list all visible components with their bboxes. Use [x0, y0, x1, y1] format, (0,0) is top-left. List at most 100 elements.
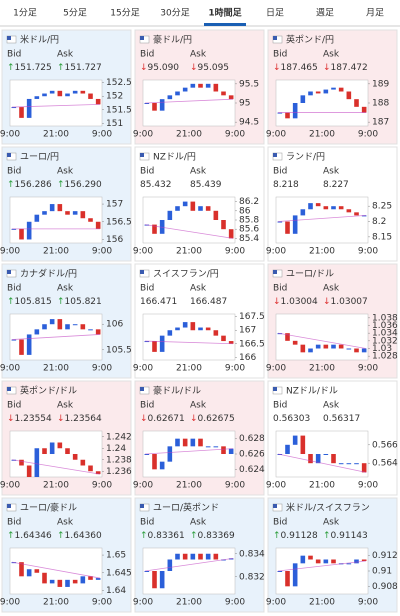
- y-tick-label: 1.032: [372, 336, 398, 346]
- y-tick-label: 1.034: [372, 329, 398, 339]
- pair-name[interactable]: スイスフラン/円: [153, 269, 219, 280]
- candle: [221, 335, 226, 342]
- flag-mark: [273, 387, 277, 391]
- flag-mark: [7, 36, 11, 40]
- moving-average: [11, 459, 101, 475]
- candle: [190, 553, 196, 560]
- candle: [65, 324, 70, 330]
- candle: [34, 329, 40, 335]
- tab[interactable]: 15分足: [110, 8, 139, 19]
- candle: [26, 334, 32, 355]
- pair-name[interactable]: カナダドル/円: [20, 268, 77, 280]
- ask-label: Ask: [57, 167, 74, 177]
- chart-area: [142, 430, 236, 478]
- x-tick-label: 9:00: [225, 481, 245, 491]
- candle: [285, 112, 290, 119]
- candle: [80, 211, 86, 219]
- candle: [205, 83, 211, 88]
- candle: [315, 454, 321, 464]
- arrow: ↓: [190, 63, 198, 73]
- pair-name[interactable]: NZドル/ドル: [286, 387, 338, 397]
- candle: [190, 201, 196, 211]
- candle: [228, 448, 234, 454]
- arrow: ↑: [57, 531, 65, 541]
- bid-value: 1.23554: [15, 414, 52, 424]
- candle: [292, 340, 298, 345]
- flag-mark: [140, 36, 144, 40]
- ask: 0.56317: [323, 414, 360, 424]
- candle: [167, 330, 173, 336]
- ask: ↑151.727: [57, 63, 102, 73]
- candle: [175, 206, 180, 211]
- candle: [182, 201, 188, 207]
- y-tick-label: 152.5: [106, 78, 132, 88]
- tab[interactable]: 1時間足: [208, 7, 242, 19]
- candle: [175, 327, 180, 331]
- tab[interactable]: 30分足: [160, 8, 189, 19]
- x-tick-label: 9:00: [92, 130, 112, 140]
- candle: [65, 579, 70, 587]
- candle: [346, 348, 352, 350]
- candle: [182, 87, 188, 92]
- pair-name[interactable]: ランド/円: [286, 152, 325, 163]
- ask-label: Ask: [57, 284, 74, 294]
- y-tick-label: 1.64: [106, 586, 126, 596]
- pair-name[interactable]: ユーロ/豪ドル: [20, 502, 77, 514]
- candle: [205, 553, 211, 560]
- pair-name[interactable]: NZドル/円: [153, 152, 196, 163]
- candle: [34, 214, 40, 222]
- tab[interactable]: 日足: [266, 8, 284, 19]
- bid-label: Bid: [273, 50, 287, 60]
- pair-name[interactable]: ユーロ/ドル: [286, 270, 334, 280]
- tab[interactable]: 1分足: [13, 8, 37, 19]
- y-tick-label: 0.626: [239, 450, 265, 460]
- ask-value: 166.487: [190, 297, 227, 307]
- y-tick-label: 0.564: [372, 459, 398, 469]
- y-tick-label: 0.912: [372, 551, 398, 561]
- tab[interactable]: 5分足: [63, 8, 87, 19]
- moving-average: [277, 332, 367, 349]
- candle: [331, 454, 336, 464]
- candle: [72, 324, 78, 326]
- bid: 166.471: [140, 297, 177, 307]
- arrow: ↓: [323, 297, 331, 307]
- bid-value: 0.62671: [148, 414, 185, 424]
- x-tick-label: 9:00: [358, 598, 378, 608]
- y-tick-label: 1.242: [106, 432, 132, 442]
- candle: [338, 206, 344, 210]
- pair-name[interactable]: 米ドル/スイスフラン: [286, 502, 370, 514]
- tab[interactable]: 週足: [316, 8, 334, 19]
- pair-name[interactable]: 英ポンド/円: [286, 34, 334, 46]
- bid-value: 187.465: [281, 63, 318, 73]
- ask: 8.227: [323, 180, 349, 190]
- pair-name[interactable]: 豪ドル/円: [153, 34, 192, 46]
- bid-label: Bid: [140, 167, 154, 177]
- candle: [228, 341, 234, 344]
- pair-name[interactable]: ユーロ/英ポンド: [153, 502, 219, 514]
- candle: [354, 212, 359, 216]
- candle: [346, 463, 352, 465]
- moving-average: [11, 334, 101, 340]
- pair-name[interactable]: 豪ドル/ドル: [153, 385, 201, 397]
- candle: [292, 563, 298, 587]
- bid-label: Bid: [7, 401, 21, 411]
- candle: [308, 555, 313, 560]
- pair-name[interactable]: 米ドル/円: [20, 34, 59, 46]
- candle: [49, 319, 55, 325]
- pair-name[interactable]: 英ポンド/ドル: [20, 385, 77, 397]
- pair-name[interactable]: ユーロ/円: [20, 152, 59, 163]
- tab[interactable]: 月足: [366, 8, 384, 19]
- candle: [182, 438, 188, 447]
- x-tick-label: 9:00: [133, 130, 153, 140]
- bid-value: 1.03004: [281, 297, 318, 307]
- candle: [26, 98, 32, 118]
- candle: [331, 206, 336, 210]
- y-tick-label: 0.832: [239, 572, 265, 582]
- arrow: ↓: [57, 414, 65, 424]
- candle: [300, 344, 306, 353]
- moving-average: [11, 561, 101, 579]
- y-tick-label: 1.236: [106, 467, 132, 477]
- bid: 8.218: [273, 180, 299, 190]
- bid-label: Bid: [273, 284, 287, 294]
- ask-value: 95.095: [198, 63, 230, 73]
